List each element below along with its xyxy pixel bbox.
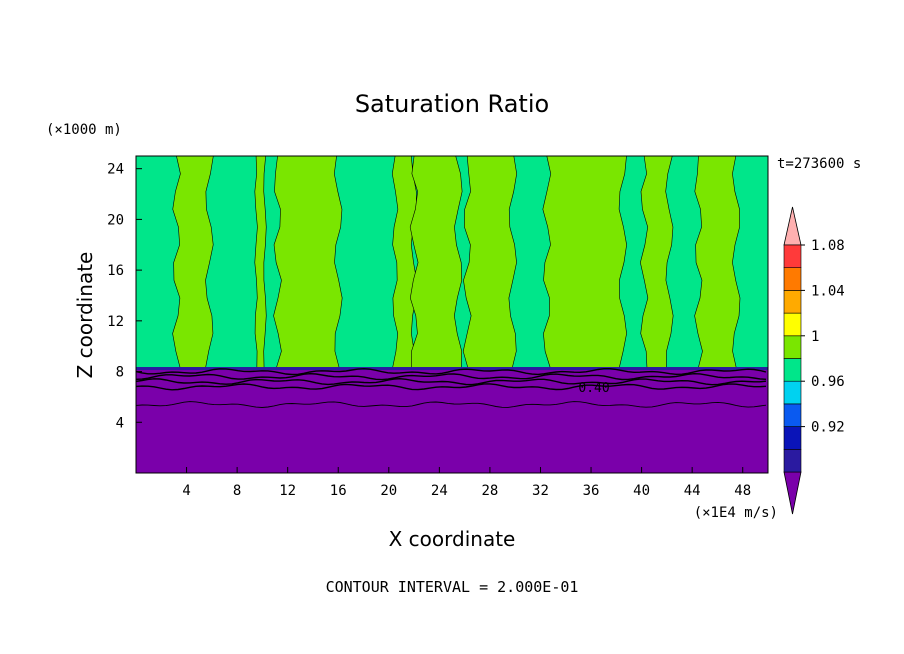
colorbar-max-arrow (783, 206, 802, 246)
colorbar-segment (783, 290, 802, 314)
colorbar: 0.92 0.96 1 1.04 1.08 (783, 206, 845, 515)
x-tick-label: 8 (233, 483, 241, 499)
x-unit-label: (×1E4 m/s) (694, 505, 778, 521)
plot-frame (135, 155, 769, 474)
saturated-band (462, 155, 517, 370)
x-axis-label: X coordinate (389, 527, 516, 551)
y-axis-ticks: 4 8 12 16 20 24 (107, 162, 142, 431)
y-tick-label: 4 (116, 415, 124, 431)
colorbar-segment (783, 244, 802, 269)
saturated-band (273, 155, 343, 370)
dry-layer (136, 369, 768, 473)
colorbar-segment (783, 426, 802, 450)
y-tick-label: 20 (107, 212, 124, 228)
contour-line (135, 372, 767, 381)
colorbar-label: 0.96 (811, 374, 845, 390)
chart-title: Saturation Ratio (355, 90, 549, 118)
colorbar-label: 1.04 (811, 283, 845, 299)
x-tick-label: 40 (633, 483, 650, 499)
colorbar-label: 1.08 (811, 238, 845, 254)
contour-line (135, 367, 767, 376)
y-tick-label: 24 (107, 162, 124, 178)
contour-line (135, 401, 767, 408)
contour-line (135, 383, 767, 391)
x-tick-label: 44 (684, 483, 701, 499)
saturated-band (542, 155, 627, 370)
x-tick-label: 16 (330, 483, 347, 499)
colorbar-label: 1 (811, 329, 819, 345)
colorbar-segment (783, 358, 802, 382)
colorbar-segment (783, 335, 802, 359)
plot-area: 0.40 (135, 155, 769, 474)
y-unit-label: (×1000 m) (46, 122, 122, 138)
x-tick-label: 32 (532, 483, 549, 499)
colorbar-segment (783, 380, 802, 405)
x-tick-label: 28 (481, 483, 498, 499)
x-tick-label: 20 (380, 483, 397, 499)
x-tick-label: 12 (279, 483, 296, 499)
saturated-band (409, 155, 463, 370)
y-tick-label: 8 (116, 365, 124, 381)
x-axis-ticks: 4 8 12 16 20 24 28 32 36 40 44 48 (182, 467, 751, 499)
x-tick-label: 48 (734, 483, 751, 499)
y-tick-label: 16 (107, 263, 124, 279)
contour-label: 0.40 (578, 381, 609, 396)
y-tick-label: 12 (107, 314, 124, 330)
colorbar-segment (783, 448, 802, 473)
y-axis-label: Z coordinate (73, 252, 97, 379)
contour-interval-footer: CONTOUR INTERVAL = 2.000E-01 (326, 578, 579, 596)
saturation-field (136, 155, 768, 473)
contour-lines (135, 367, 767, 408)
colorbar-segment (783, 267, 802, 291)
time-label: t=273600 s (777, 156, 861, 172)
colorbar-min-arrow (783, 471, 802, 515)
x-tick-label: 4 (182, 483, 190, 499)
colorbar-segment (783, 312, 802, 337)
contour-line (135, 377, 767, 386)
colorbar-segment (783, 403, 802, 427)
x-tick-label: 36 (583, 483, 600, 499)
transition-edge (136, 367, 768, 371)
x-tick-label: 24 (431, 483, 448, 499)
colorbar-label: 0.92 (811, 420, 845, 436)
